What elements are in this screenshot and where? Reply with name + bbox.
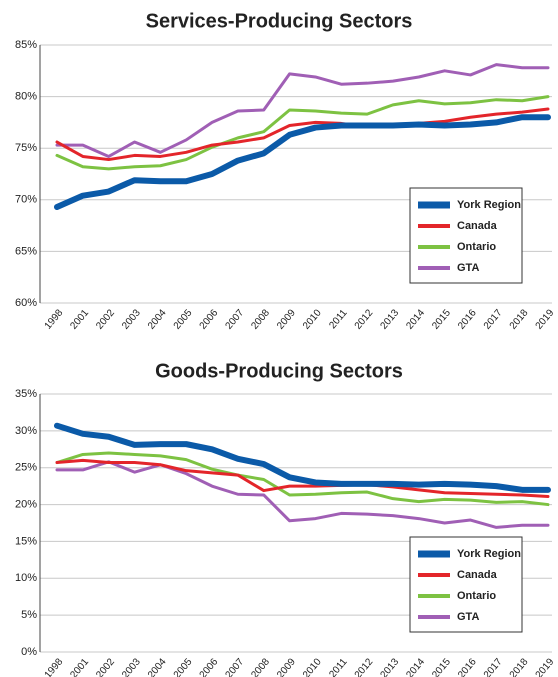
- legend-label: York Region: [457, 548, 521, 560]
- x-tick-label: 2001: [68, 307, 91, 331]
- x-tick-label: 1998: [43, 656, 66, 677]
- y-tick-label: 15%: [15, 535, 37, 547]
- x-tick-label: 2008: [249, 307, 272, 331]
- series-line: [55, 460, 550, 529]
- y-tick-label: 30%: [15, 425, 37, 437]
- series-line: [55, 95, 550, 171]
- x-tick-label: 2006: [198, 307, 221, 331]
- x-tick-label: 2002: [94, 656, 117, 677]
- x-tick-label: 2018: [508, 656, 531, 677]
- y-tick-label: 65%: [15, 245, 37, 257]
- x-tick-label: 2019: [534, 307, 557, 331]
- x-tick-label: 2017: [482, 656, 505, 677]
- y-tick-label: 25%: [15, 462, 37, 474]
- x-tick-label: 2019: [534, 656, 557, 677]
- series-line: [55, 63, 550, 158]
- x-tick-label: 2009: [275, 656, 298, 677]
- y-tick-label: 10%: [15, 572, 37, 584]
- x-tick-label: 2013: [379, 307, 402, 331]
- x-tick-label: 2004: [146, 656, 169, 677]
- x-tick-label: 2011: [327, 656, 350, 677]
- legend-label: Canada: [457, 220, 498, 232]
- x-tick-label: 2018: [508, 307, 531, 331]
- series-line: [55, 458, 550, 498]
- x-tick-label: 2003: [120, 656, 143, 677]
- x-tick-label: 2015: [430, 656, 453, 677]
- series-line: [54, 114, 551, 211]
- x-tick-label: 2002: [94, 307, 117, 331]
- x-tick-label: 2016: [456, 307, 479, 331]
- y-tick-label: 80%: [15, 91, 37, 103]
- series-line: [55, 107, 550, 162]
- y-tick-label: 35%: [15, 388, 37, 400]
- x-tick-label: 2003: [120, 307, 143, 331]
- x-tick-label: 2011: [327, 307, 350, 331]
- x-tick-label: 2009: [275, 307, 298, 331]
- legend-label: GTA: [457, 262, 479, 274]
- x-tick-label: 2001: [68, 656, 91, 677]
- x-tick-label: 2008: [249, 656, 272, 677]
- y-tick-label: 0%: [21, 646, 37, 658]
- x-tick-label: 1998: [43, 307, 66, 331]
- legend-label: Ontario: [457, 241, 496, 253]
- y-tick-label: 5%: [21, 609, 37, 621]
- y-tick-label: 60%: [15, 297, 37, 309]
- series-line: [55, 451, 550, 507]
- y-tick-label: 75%: [15, 142, 37, 154]
- y-tick-label: 85%: [15, 39, 37, 51]
- x-tick-label: 2004: [146, 307, 169, 331]
- x-tick-label: 2013: [379, 656, 402, 677]
- legend-label: GTA: [457, 611, 479, 623]
- chart-title: Services-Producing Sectors: [146, 10, 413, 32]
- x-tick-label: 2014: [404, 656, 427, 677]
- y-tick-label: 70%: [15, 194, 37, 206]
- x-tick-label: 2014: [404, 307, 427, 331]
- legend-label: York Region: [457, 199, 521, 211]
- x-tick-label: 2010: [301, 656, 324, 677]
- y-tick-label: 20%: [15, 498, 37, 510]
- chart-title: Goods-Producing Sectors: [155, 360, 403, 382]
- x-tick-label: 2012: [353, 656, 376, 677]
- series-line: [54, 422, 551, 493]
- x-tick-label: 2017: [482, 307, 505, 331]
- x-tick-label: 2005: [172, 656, 195, 677]
- legend-label: Canada: [457, 569, 498, 581]
- legend-label: Ontario: [457, 590, 496, 602]
- x-tick-label: 2007: [223, 656, 246, 677]
- x-tick-label: 2012: [353, 307, 376, 331]
- x-tick-label: 2010: [301, 307, 324, 331]
- x-tick-label: 2015: [430, 307, 453, 331]
- x-tick-label: 2006: [198, 656, 221, 677]
- x-tick-label: 2016: [456, 656, 479, 677]
- x-tick-label: 2005: [172, 307, 195, 331]
- x-tick-label: 2007: [223, 307, 246, 331]
